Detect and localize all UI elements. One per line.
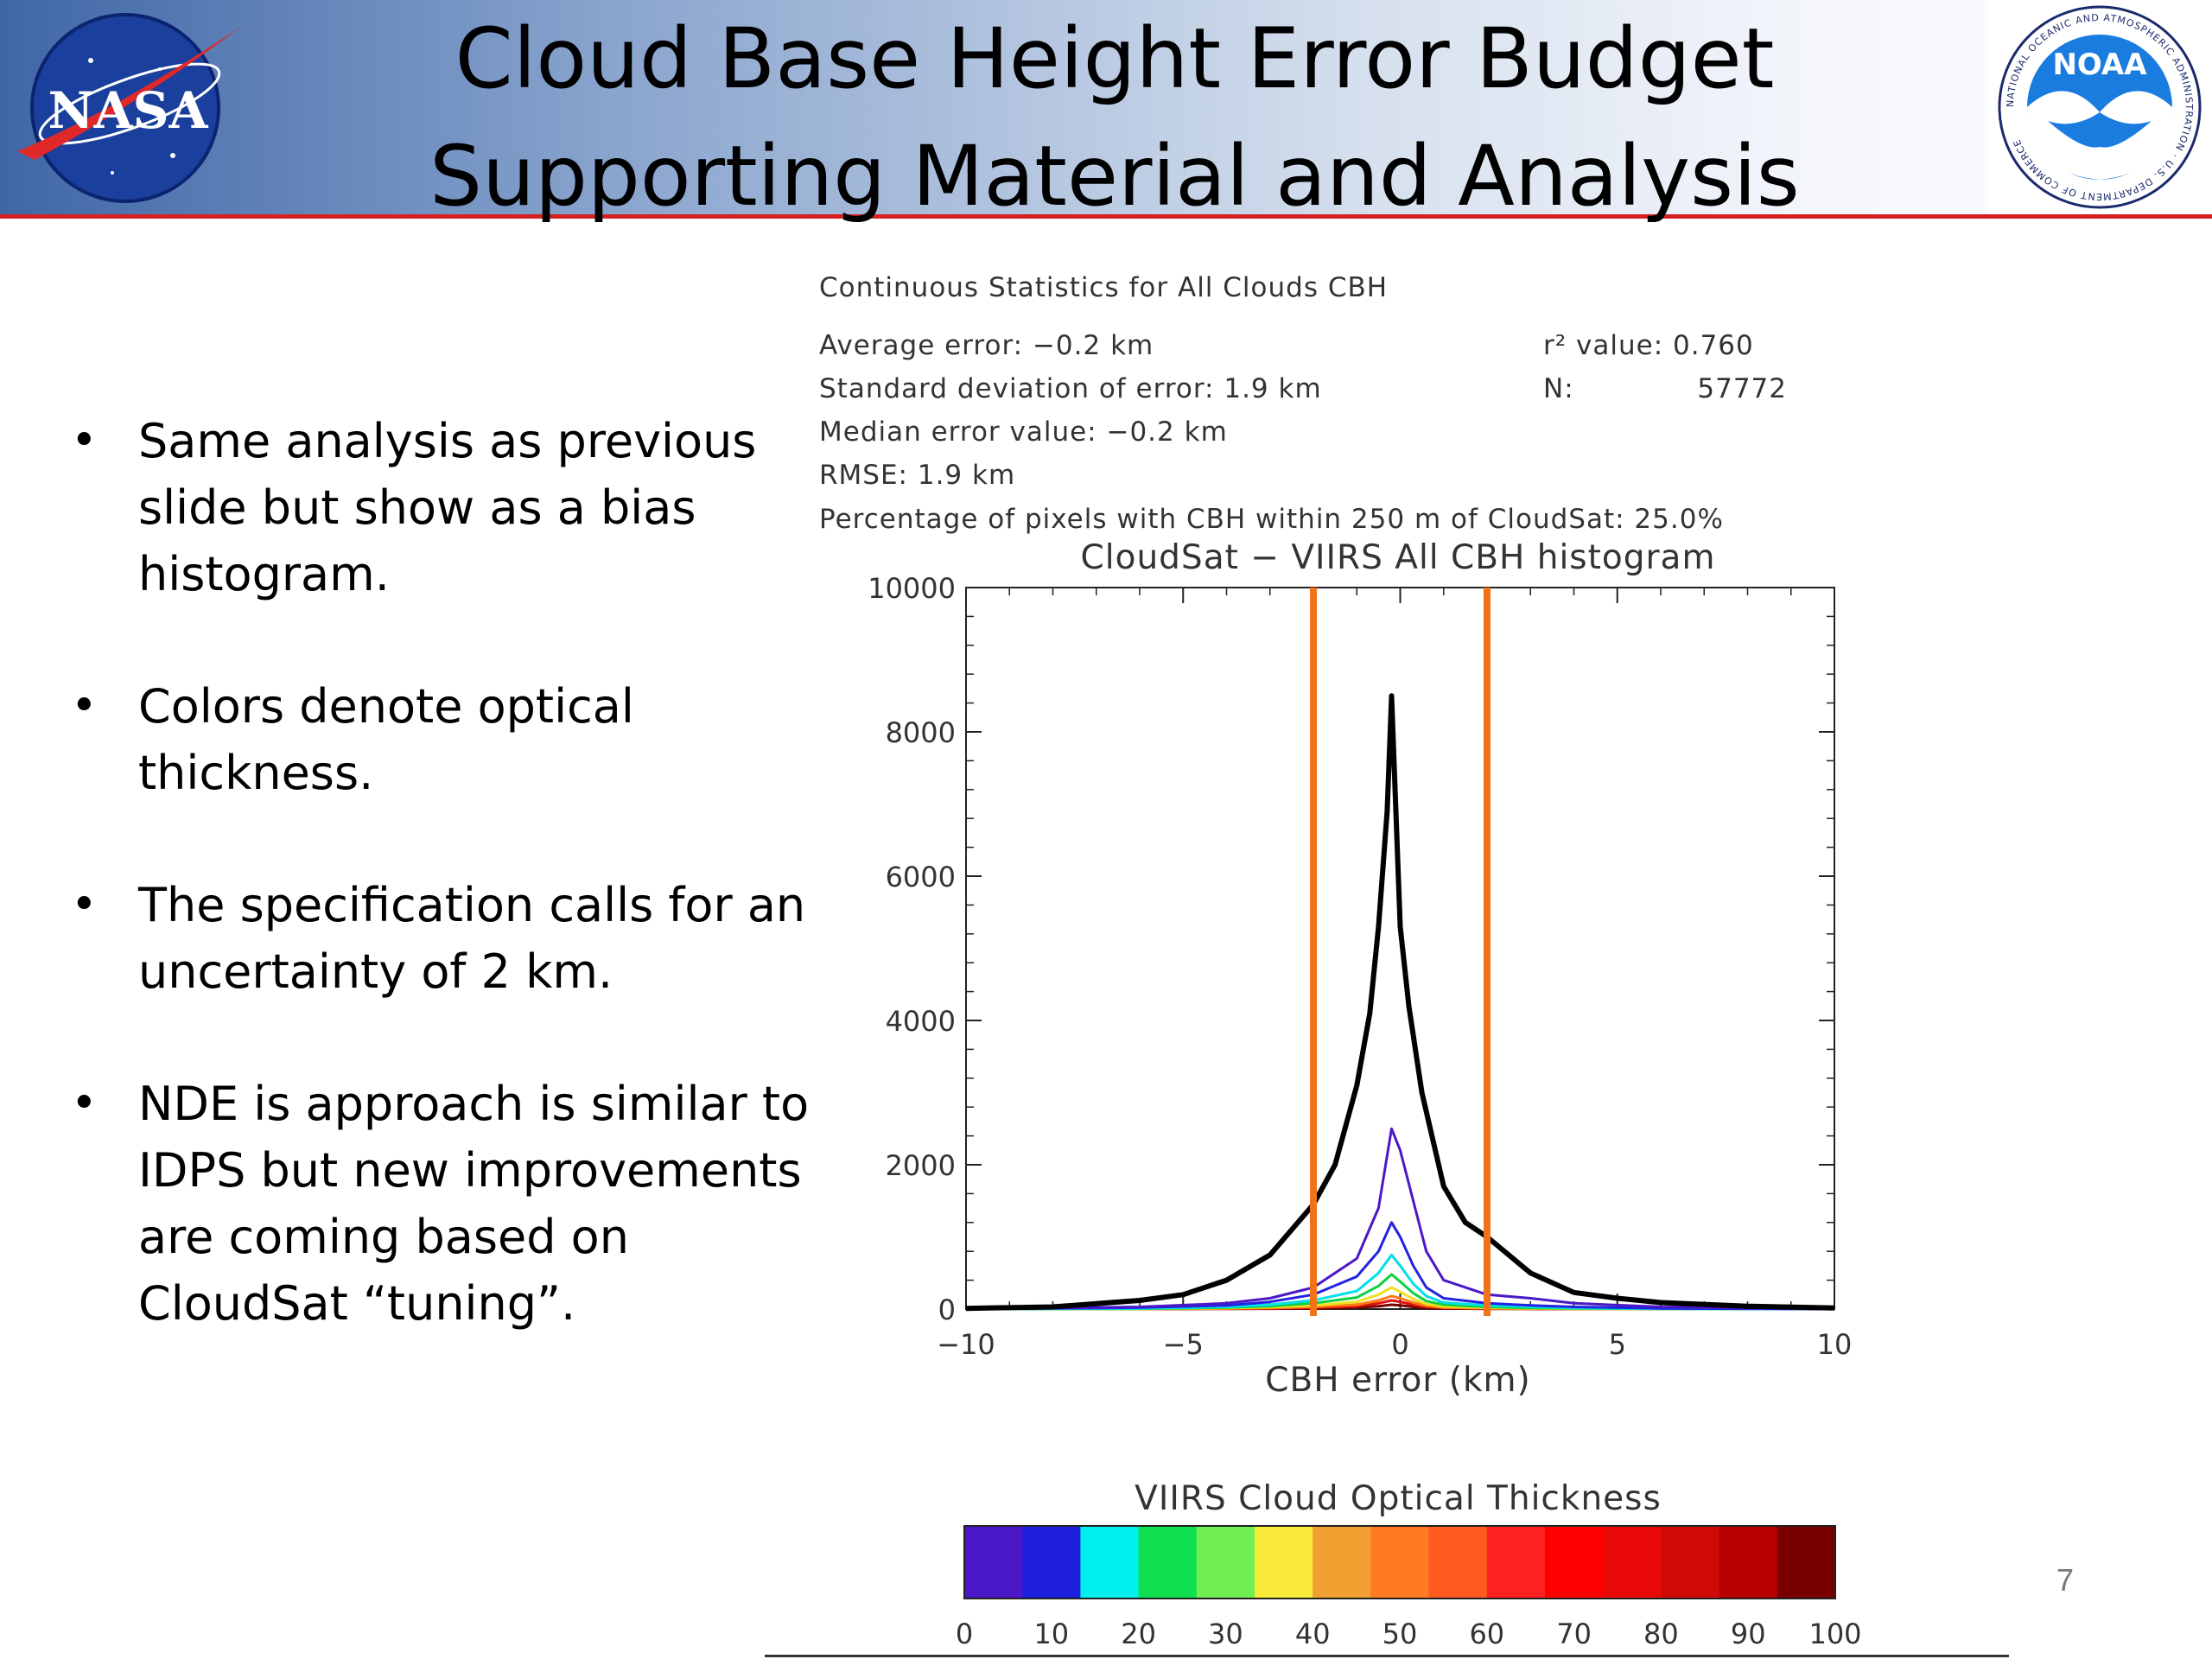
colorbar-tick-label: 10 [1033, 1618, 1069, 1650]
x-tick-label: −5 [1163, 1328, 1204, 1361]
slide-header: NASA Cloud Base Height Error Budget Supp… [0, 0, 2212, 225]
x-tick-label: 5 [1609, 1328, 1626, 1361]
y-tick-label: 10000 [868, 572, 956, 605]
colorbar-swatch [1545, 1526, 1604, 1599]
bullet-dot-icon: • [71, 1077, 98, 1129]
y-tick-label: 0 [938, 1294, 956, 1326]
colorbar-tick-label: 80 [1643, 1618, 1679, 1650]
colorbar-swatch [1777, 1526, 1836, 1599]
bullet-text: The specification calls for an uncertain… [138, 878, 806, 999]
colorbar-tick-label: 100 [1808, 1618, 1861, 1650]
x-tick-label: 0 [1391, 1328, 1408, 1361]
colorbar-swatch [1022, 1526, 1081, 1599]
x-tick-label: 10 [1817, 1328, 1853, 1361]
x-tick-label: −10 [937, 1328, 995, 1361]
colorbar-swatch [1196, 1526, 1255, 1599]
nasa-logo: NASA [17, 13, 242, 203]
colorbar-swatch [1370, 1526, 1430, 1599]
histogram-series-line [965, 1253, 1835, 1311]
y-tick-label: 2000 [886, 1149, 956, 1182]
bullet-item: • Same analysis as previous slide but sho… [60, 408, 821, 607]
colorbar-tick-label: 70 [1556, 1618, 1592, 1650]
colorbar-tick-label: 30 [1208, 1618, 1243, 1650]
plot-area: −10 −5 0 5 10 0 2000 4000 6000 8000 10000 [868, 572, 1852, 1361]
stats-heading: Continuous Statistics for All Clouds CBH [819, 272, 1388, 303]
colorbar-swatch [1603, 1526, 1662, 1599]
colorbar-tick-label: 20 [1121, 1618, 1156, 1650]
bullet-item: • NDE is approach is similar to IDPS but … [60, 1071, 821, 1337]
bullet-list: • Same analysis as previous slide but sho… [60, 408, 821, 1402]
footer-rule [765, 1655, 2009, 1657]
colorbar-swatch [1661, 1526, 1720, 1599]
histogram-series-line [965, 693, 1835, 1312]
colorbar-swatch [964, 1526, 1023, 1599]
stat-r2: r² value: 0.760 [1543, 330, 1754, 361]
x-axis-label: CBH error (km) [1265, 1361, 1531, 1400]
colorbar-swatch [1138, 1526, 1198, 1599]
bullet-text: NDE is approach is similar to IDPS but n… [138, 1077, 810, 1331]
y-tick-label: 4000 [886, 1005, 956, 1038]
bullet-dot-icon: • [71, 879, 98, 931]
colorbar-swatch [1486, 1526, 1546, 1599]
bullet-item: • The specification calls for an uncertai… [60, 872, 821, 1005]
stat-n-label: N: [1543, 373, 1574, 404]
colorbar: 0 10 20 30 40 50 60 70 80 90 100 [956, 1525, 1862, 1650]
colorbar-swatch [1719, 1526, 1778, 1599]
bullet-text: Colors denote optical thickness. [138, 679, 634, 800]
svg-text:NASA: NASA [48, 81, 209, 140]
colorbar-title: VIIRS Cloud Optical Thickness [1135, 1479, 1662, 1518]
stat-rmse: RMSE: 1.9 km [819, 460, 1015, 491]
colorbar-swatch [1313, 1526, 1371, 1599]
svg-text:NOAA: NOAA [2052, 48, 2147, 82]
chart-title: CloudSat − VIIRS All CBH histogram [1081, 538, 1716, 577]
colorbar-swatch [1080, 1526, 1140, 1599]
colorbar-tick-label: 40 [1295, 1618, 1331, 1650]
stat-median: Median error value: −0.2 km [819, 416, 1228, 448]
page-number: 7 [2056, 1562, 2075, 1598]
noaa-logo: NATIONAL OCEANIC AND ATMOSPHERIC ADMINIS… [1987, 0, 2212, 214]
stat-average-error: Average error: −0.2 km [819, 330, 1154, 361]
stat-n-value: 57772 [1697, 373, 1787, 404]
y-tick-label: 8000 [886, 716, 956, 749]
colorbar-swatch [1428, 1526, 1488, 1599]
colorbar-tick-label: 50 [1382, 1618, 1418, 1650]
colorbar-frame [963, 1525, 1836, 1599]
slide-title: Cloud Base Height Error Budget Supportin… [397, 0, 1832, 235]
colorbar-swatch [1255, 1526, 1313, 1599]
y-tick-label: 6000 [886, 861, 956, 893]
title-line-1: Cloud Base Height Error Budget [454, 10, 1775, 107]
title-line-2: Supporting Material and Analysis [429, 128, 1800, 225]
stat-percentage-within: Percentage of pixels with CBH within 250… [819, 504, 1724, 535]
histogram-series-line [965, 1127, 1835, 1311]
stat-std-dev: Standard deviation of error: 1.9 km [819, 373, 1322, 404]
bullet-dot-icon: • [71, 680, 98, 732]
colorbar-tick-label: 90 [1731, 1618, 1766, 1650]
bullet-item: • Colors denote optical thickness. [60, 673, 821, 806]
bullet-text: Same analysis as previous slide but show… [138, 414, 757, 601]
colorbar-tick-label: 0 [956, 1618, 973, 1650]
colorbar-tick-label: 60 [1469, 1618, 1504, 1650]
bullet-dot-icon: • [71, 415, 98, 467]
histogram-series-line [965, 1221, 1835, 1311]
